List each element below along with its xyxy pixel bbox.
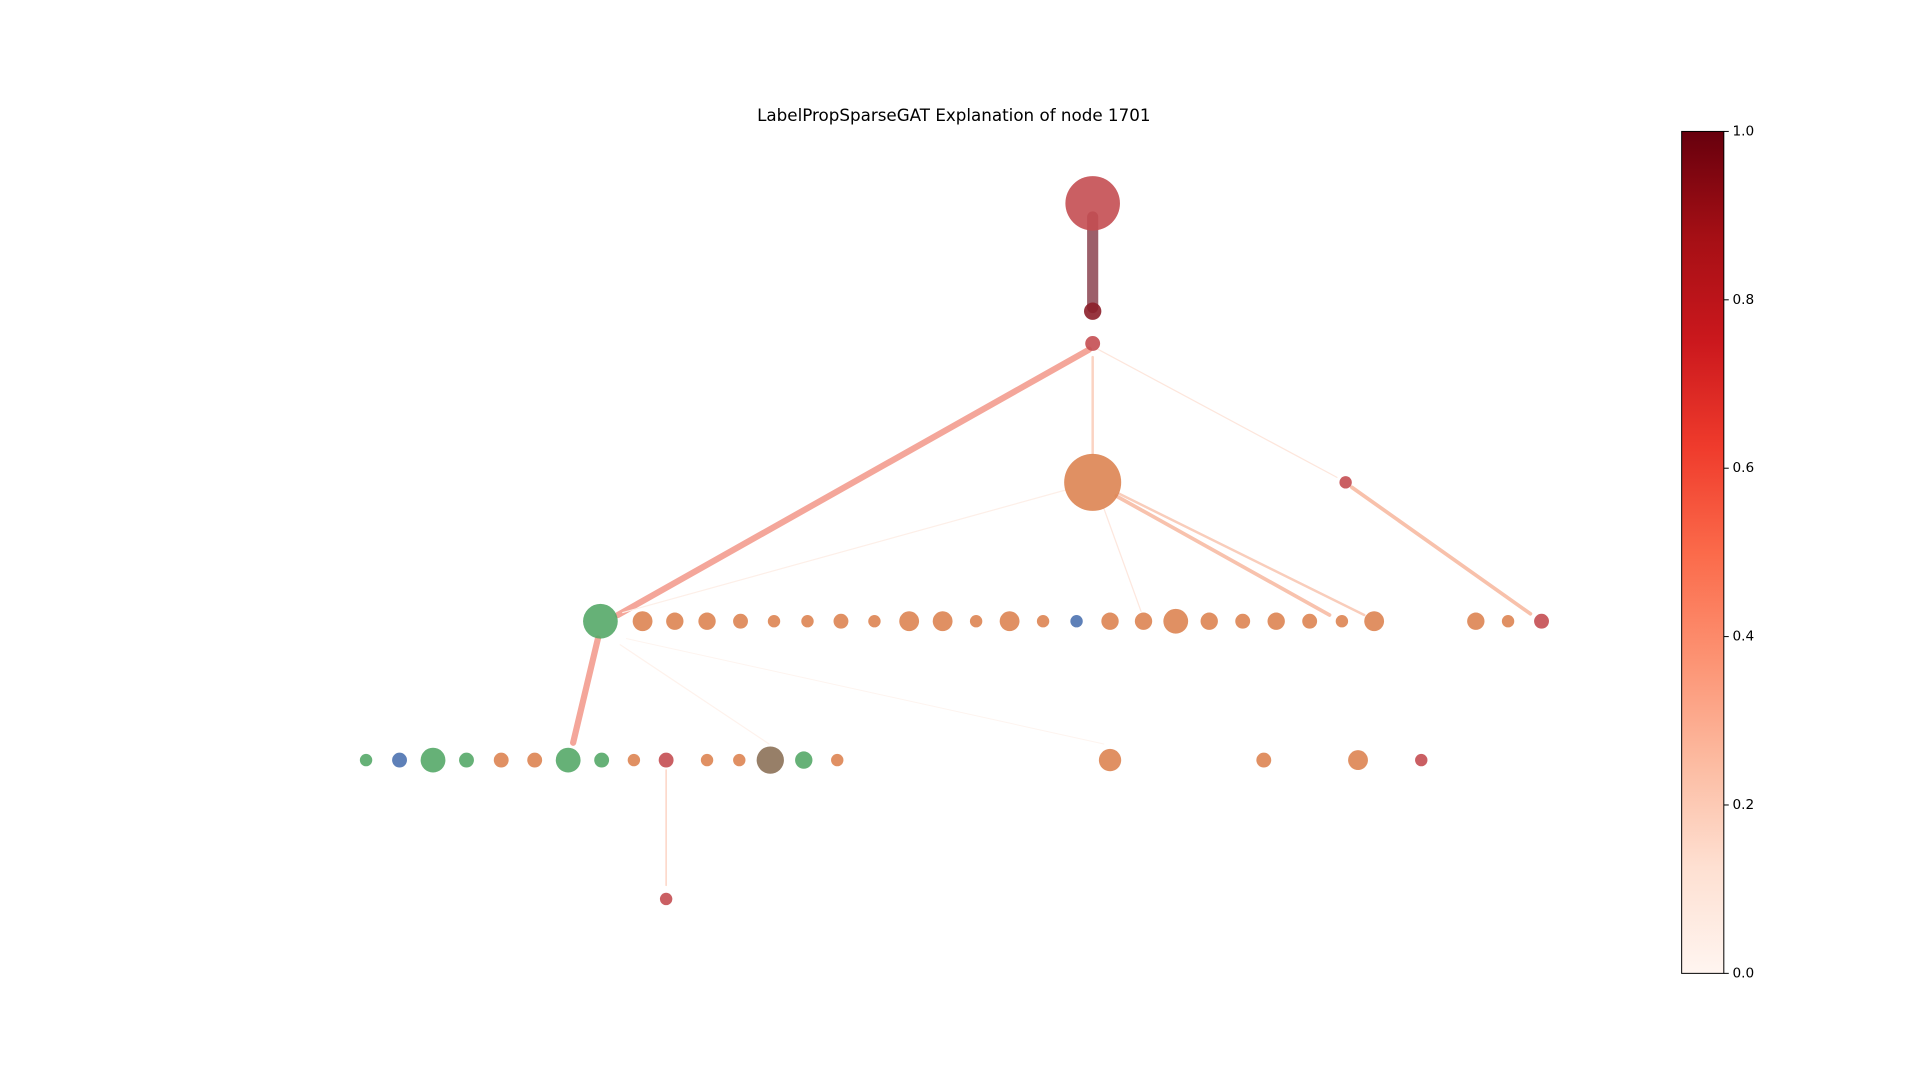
node [969, 615, 983, 628]
title: LabelPropSparseGAT Explanation of node 1… [757, 105, 1150, 125]
node [420, 747, 446, 773]
colorbar [1681, 130, 1725, 974]
node [1364, 611, 1385, 632]
node [831, 753, 844, 767]
node [999, 611, 1020, 632]
node [1098, 748, 1122, 772]
colorbar-tick-label: 0.6 [1732, 460, 1754, 476]
node [1101, 612, 1119, 630]
edge [1114, 494, 1332, 617]
edge [622, 489, 1068, 614]
node [459, 752, 474, 768]
node [1302, 613, 1318, 629]
colorbar-tick-label: 0.2 [1732, 797, 1754, 813]
edge [625, 638, 1105, 745]
node [1036, 615, 1050, 628]
nodes [359, 176, 1549, 906]
colorbar-ticks: 0.0 0.2 0.4 0.6 0.8 1.0 [1723, 123, 1754, 981]
edge [1095, 347, 1338, 479]
edge [619, 644, 770, 745]
node [801, 615, 814, 628]
edge [614, 346, 1093, 619]
node [594, 752, 610, 768]
node [833, 613, 849, 629]
node [1083, 302, 1102, 320]
colorbar-tick-label: 1.0 [1732, 123, 1754, 139]
node [583, 603, 618, 639]
node [632, 611, 653, 632]
node [1070, 615, 1083, 628]
node [658, 752, 674, 768]
node [1134, 612, 1153, 630]
node [700, 753, 714, 767]
node [1501, 615, 1515, 628]
node [1348, 750, 1368, 771]
node [1256, 752, 1272, 768]
edge [1117, 492, 1366, 617]
node [359, 753, 373, 767]
colorbar-tick-label: 0.4 [1732, 629, 1754, 645]
node [932, 611, 953, 632]
edge [1103, 507, 1142, 612]
edge [1349, 485, 1533, 616]
node [1339, 476, 1352, 489]
colorbar-tick-label: 0.8 [1732, 292, 1754, 308]
node [1065, 176, 1120, 231]
node [698, 612, 716, 630]
node [1064, 453, 1122, 511]
node [767, 615, 781, 628]
node [868, 615, 881, 628]
node [1163, 608, 1189, 634]
node [392, 752, 407, 768]
node [1085, 336, 1101, 351]
node [1267, 612, 1285, 630]
node [733, 613, 748, 629]
node [493, 752, 509, 768]
node [733, 753, 746, 767]
node [1534, 613, 1549, 629]
edge [570, 635, 602, 746]
node [899, 611, 920, 632]
node [795, 751, 813, 769]
node [555, 747, 581, 773]
colorbar-tick-label: 0.0 [1732, 965, 1754, 981]
node [1200, 612, 1218, 630]
node [756, 746, 784, 774]
node [527, 752, 543, 768]
node [1235, 613, 1251, 629]
node [1467, 612, 1485, 630]
node [1335, 615, 1349, 628]
node [666, 612, 684, 630]
node [659, 892, 673, 906]
node [627, 753, 641, 767]
node [1415, 753, 1428, 767]
edges [570, 211, 1533, 887]
